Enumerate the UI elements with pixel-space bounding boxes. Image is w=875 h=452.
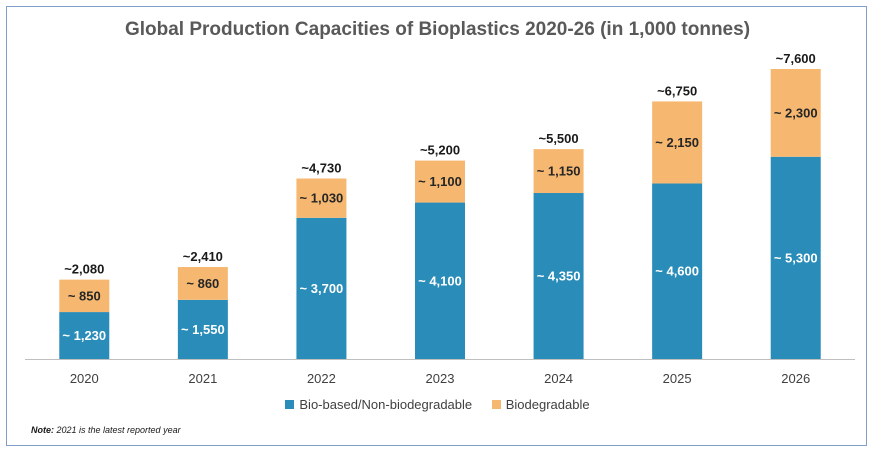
total-label-2024: ~5,500	[539, 131, 579, 146]
bar-biodegradable-2021	[177, 267, 228, 300]
legend-swatch-bio-based	[285, 400, 295, 409]
data-label-bio-based-non-biodegradable-2026: ~ 5,300	[774, 250, 818, 265]
x-tick-label-2021: 2021	[188, 371, 217, 386]
data-label-biodegradable-2021: ~ 860	[186, 276, 219, 291]
total-label-2026: ~7,600	[776, 51, 816, 66]
bar-bio-based-non-biodegradable-2026	[770, 156, 821, 359]
total-label-2025: ~6,750	[657, 83, 697, 98]
chart-frame: Global Production Capacities of Bioplast…	[6, 6, 867, 446]
bar-bio-based-non-biodegradable-2021	[177, 299, 228, 359]
bar-bio-based-non-biodegradable-2025	[652, 183, 703, 359]
data-label-bio-based-non-biodegradable-2025: ~ 4,600	[655, 264, 699, 279]
bar-bio-based-non-biodegradable-2023	[415, 202, 465, 359]
data-label-biodegradable-2026: ~ 2,300	[774, 105, 818, 120]
x-tick-label-2023: 2023	[426, 371, 455, 386]
data-label-bio-based-non-biodegradable-2020: ~ 1,230	[62, 328, 106, 343]
legend-item-bio-based: Bio-based/Non-biodegradable	[285, 397, 472, 412]
footnote: Note: 2021 is the latest reported year	[31, 425, 181, 435]
chart-plot: ~ 1,230 ~ 850 ~2,080 2020 ~ 1,550 ~ 860 ~2,410…	[25, 51, 855, 386]
bar-biodegradable-2024	[533, 149, 584, 194]
total-label-2022: ~4,730	[301, 161, 341, 176]
bar-bio-based-non-biodegradable-2022	[296, 217, 347, 359]
legend-label-biodegradable: Biodegradable	[505, 397, 590, 412]
chart-title: Global Production Capacities of Bioplast…	[124, 19, 751, 40]
chart-legend: Bio-based/Non-biodegradable Biodegradabl…	[7, 397, 868, 412]
legend-label-bio-based: Bio-based/Non-biodegradable	[299, 397, 473, 412]
data-label-bio-based-non-biodegradable-2021: ~ 1,550	[181, 322, 225, 337]
data-label-bio-based-non-biodegradable-2024: ~ 4,350	[537, 269, 581, 284]
legend-swatch-biodegradable	[491, 400, 501, 409]
bar-biodegradable-2025	[652, 101, 703, 184]
x-tick-label-2025: 2025	[663, 371, 692, 386]
x-tick-label-2026: 2026	[781, 371, 810, 386]
total-label-2021: ~2,410	[183, 249, 223, 264]
bar-bio-based-non-biodegradable-2020	[59, 312, 110, 359]
data-label-bio-based-non-biodegradable-2022: ~ 3,700	[300, 281, 344, 296]
data-label-bio-based-non-biodegradable-2023: ~ 4,100	[418, 273, 462, 288]
data-label-biodegradable-2020: ~ 850	[68, 288, 101, 303]
x-tick-label-2024: 2024	[544, 371, 573, 386]
bar-biodegradable-2026	[770, 69, 821, 157]
bar-biodegradable-2020	[59, 279, 110, 313]
total-label-2020: ~2,080	[64, 262, 104, 277]
x-tick-label-2022: 2022	[307, 371, 336, 386]
legend-item-biodegradable: Biodegradable	[491, 397, 590, 412]
bar-biodegradable-2022	[296, 178, 347, 218]
total-label-2023: ~5,200	[420, 143, 460, 158]
data-label-biodegradable-2023: ~ 1,100	[418, 174, 462, 189]
footnote-label: Note:	[31, 425, 54, 435]
bar-bio-based-non-biodegradable-2024	[533, 193, 584, 359]
bar-biodegradable-2023	[415, 160, 465, 203]
x-tick-label-2020: 2020	[70, 371, 99, 386]
data-label-biodegradable-2024: ~ 1,150	[537, 164, 581, 179]
footnote-text: 2021 is the latest reported year	[54, 425, 181, 435]
data-label-biodegradable-2025: ~ 2,150	[655, 135, 699, 150]
data-label-biodegradable-2022: ~ 1,030	[300, 191, 344, 206]
